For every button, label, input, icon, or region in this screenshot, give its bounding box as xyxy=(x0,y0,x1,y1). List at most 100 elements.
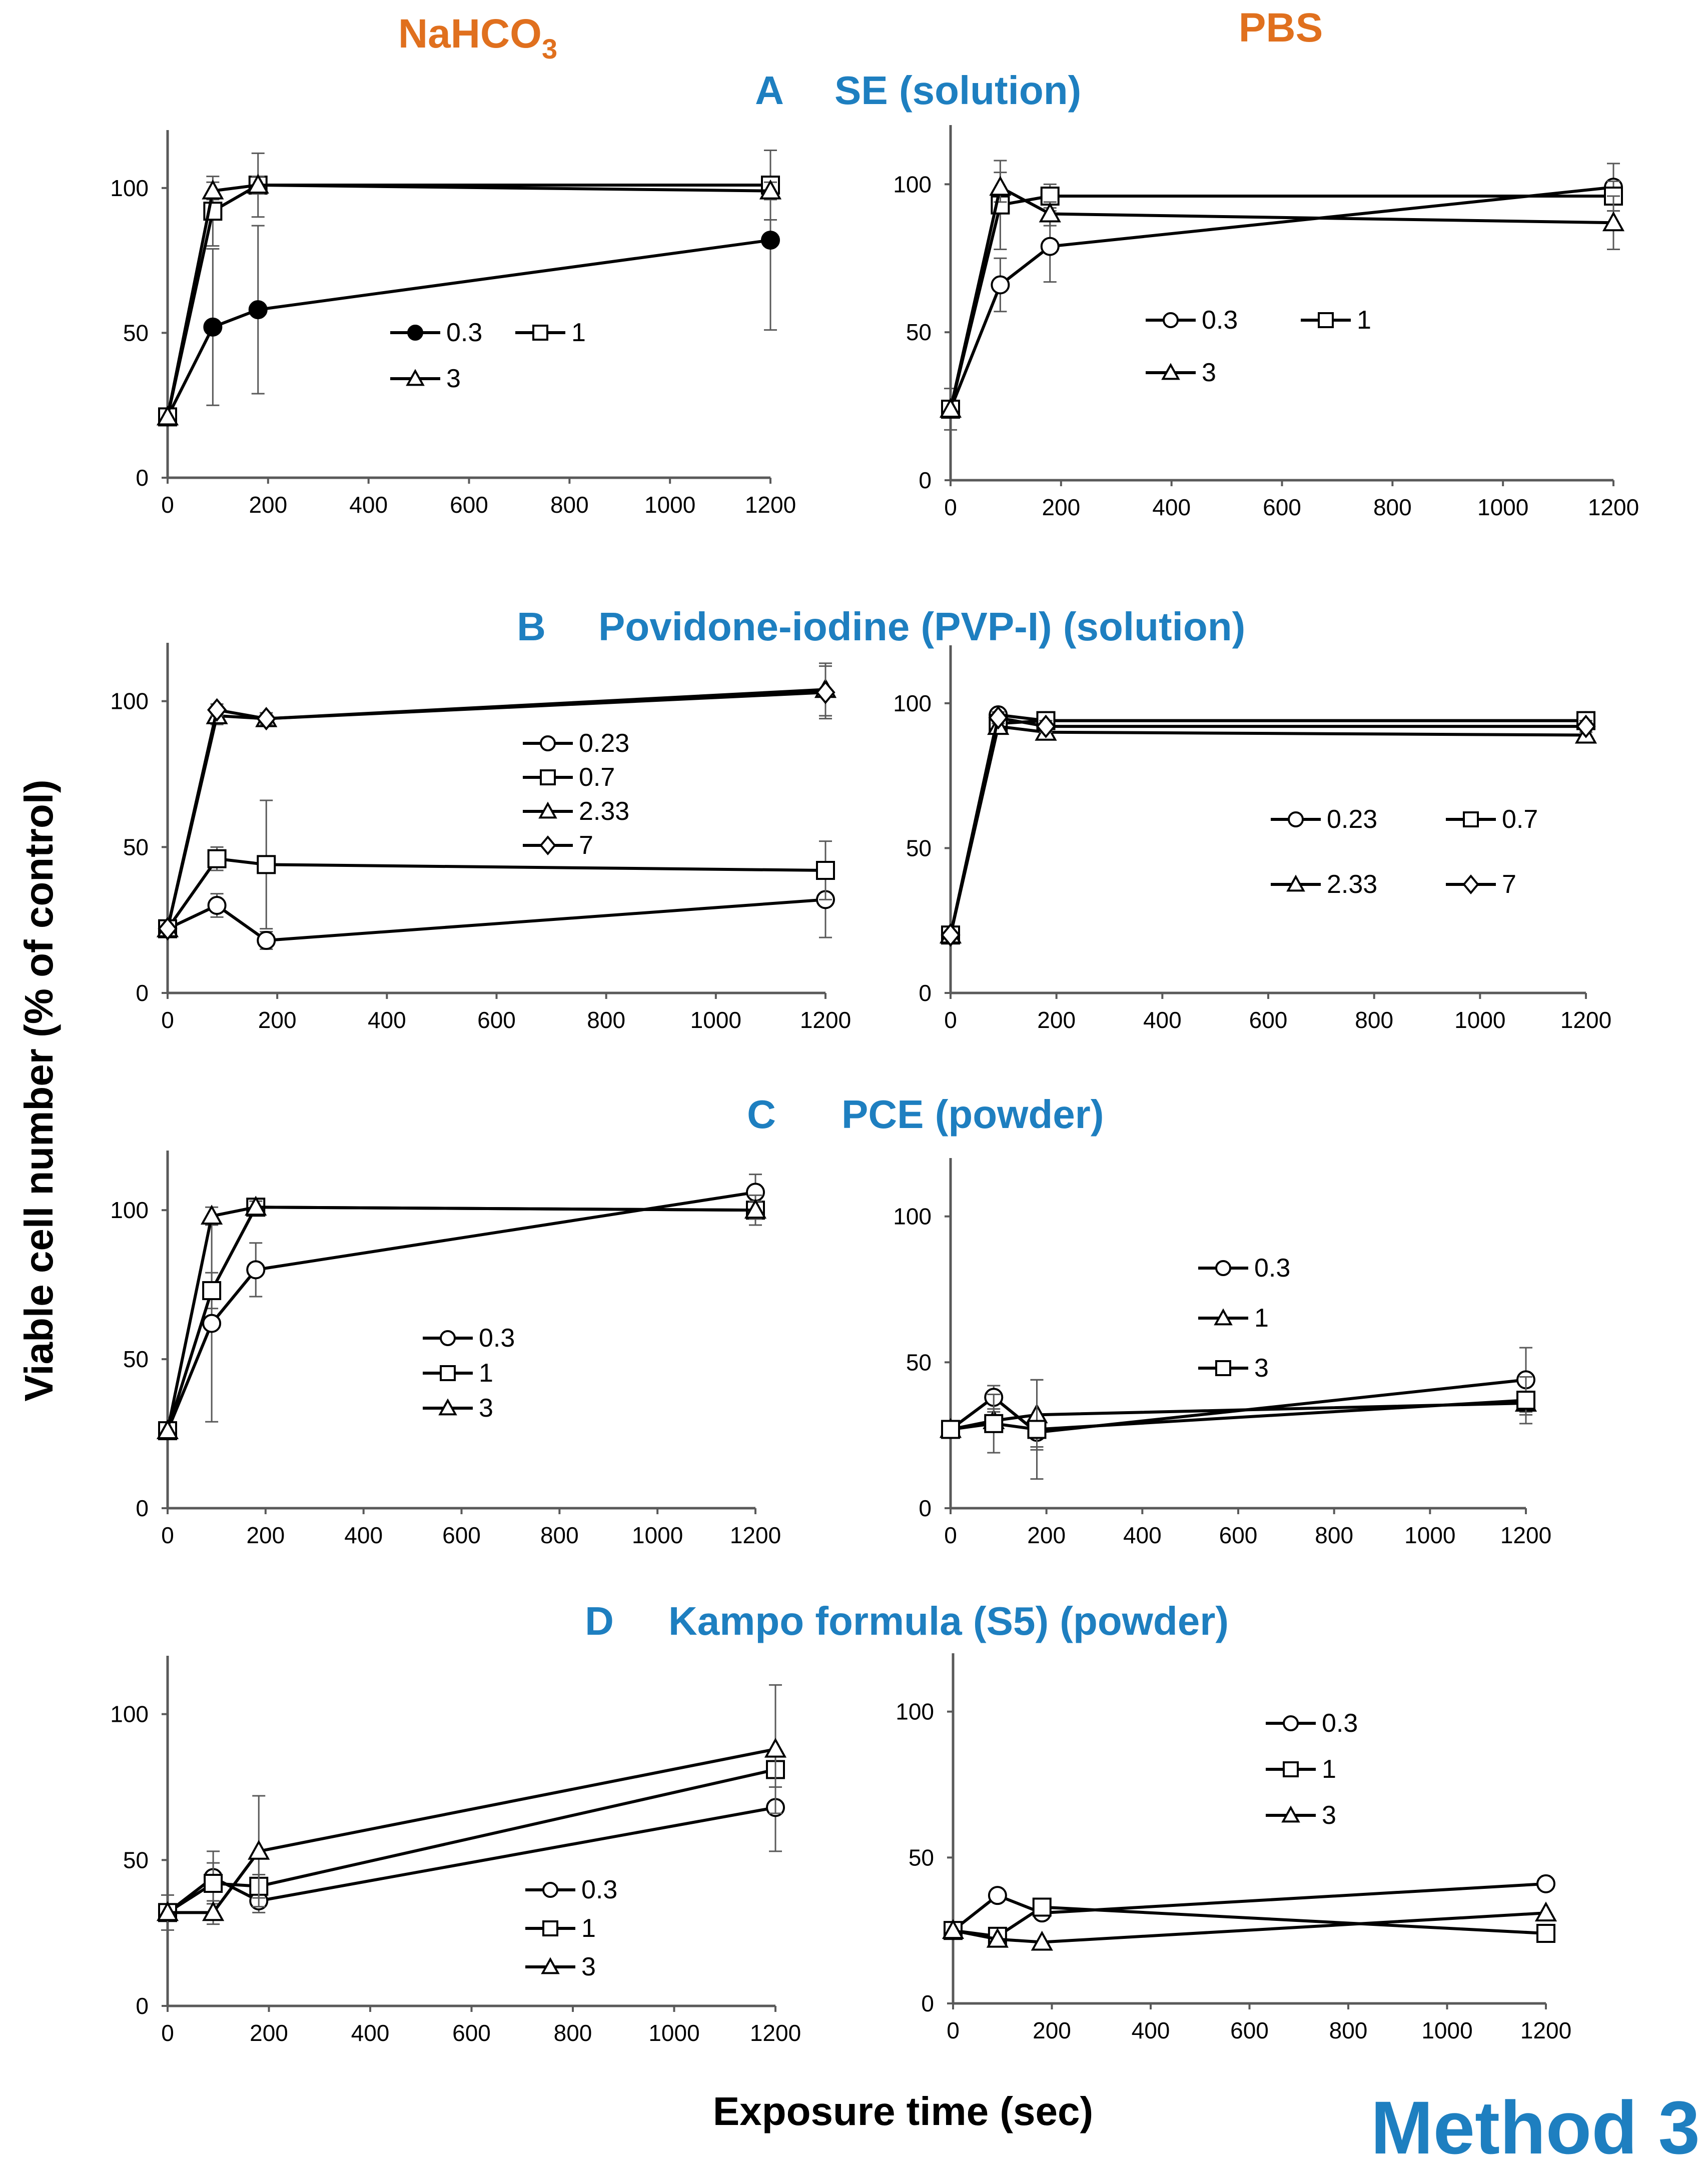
y-tick-label: 100 xyxy=(110,1701,149,1727)
legend-item: 1 xyxy=(515,318,586,347)
x-tick-label: 1200 xyxy=(750,2020,801,2046)
panel-title-a: A SE (solution) xyxy=(755,68,1081,113)
legend-label: 0.7 xyxy=(579,763,615,792)
legend-b-nahco3: 0.23 0.7 2.33 7 xyxy=(523,729,629,860)
legend-item: 0.23 xyxy=(1271,805,1377,834)
series-b-nahco3-0.23 xyxy=(158,861,835,950)
data-point xyxy=(1534,1901,1557,1922)
x-tick-label: 800 xyxy=(1329,2017,1368,2043)
legend-c-nahco3: 0.3 1 3 xyxy=(423,1324,515,1423)
data-point xyxy=(257,855,276,874)
legend-label: 0.7 xyxy=(1502,805,1538,834)
data-point xyxy=(202,1314,222,1333)
panel-letter-a: A xyxy=(755,68,784,113)
series-line xyxy=(949,724,1586,935)
legend-item: 3 xyxy=(1266,1801,1336,1830)
series-c-pbs-3 xyxy=(941,1376,1535,1480)
y-tick-label: 0 xyxy=(136,465,149,491)
x-tick-label: 600 xyxy=(477,1007,516,1033)
y-tick-label: 100 xyxy=(110,175,149,201)
x-tick-label: 1000 xyxy=(1477,494,1528,520)
legend-item: 0.3 xyxy=(1198,1254,1290,1283)
x-tick-label: 1200 xyxy=(1520,2017,1571,2043)
legend-marker xyxy=(539,835,556,855)
data-point xyxy=(991,275,1010,295)
method-label: Method 3 xyxy=(1371,2085,1700,2169)
y-tick-label: 50 xyxy=(123,1346,149,1372)
x-tick-label: 400 xyxy=(344,1522,383,1548)
x-tick-label: 200 xyxy=(1042,494,1080,520)
x-tick-label: 1000 xyxy=(1421,2017,1472,2043)
x-tick-label: 200 xyxy=(250,2020,288,2046)
series-line xyxy=(166,691,826,929)
data-point xyxy=(1516,1391,1535,1410)
x-tick-label: 400 xyxy=(349,492,388,518)
series-line xyxy=(950,1399,1526,1431)
x-tick-label: 800 xyxy=(1315,1522,1353,1548)
legend-item: 0.7 xyxy=(1446,805,1538,834)
data-point xyxy=(1536,1874,1555,1893)
legend-marker xyxy=(1288,811,1304,827)
legend-item: 0.3 xyxy=(1146,306,1238,335)
legend-marker xyxy=(1318,312,1334,328)
legend-marker xyxy=(1283,1715,1299,1731)
series-d-pbs-1 xyxy=(944,1897,1555,1946)
legend-a-pbs: 0.3 1 3 xyxy=(1146,306,1371,387)
series-b-pbs-2.33 xyxy=(939,715,1597,944)
x-tick-label: 400 xyxy=(368,1007,406,1033)
legend-item: 7 xyxy=(523,831,593,860)
y-tick-label: 50 xyxy=(909,1844,934,1870)
legend-label: 1 xyxy=(571,318,586,347)
legend-d-nahco3: 0.3 1 3 xyxy=(525,1875,617,1981)
data-point xyxy=(815,680,835,704)
series-d-nahco3-1 xyxy=(158,1751,785,1922)
data-point xyxy=(941,1420,960,1439)
x-tick-label: 0 xyxy=(947,2017,960,2043)
series-c-nahco3-3 xyxy=(156,1196,767,1440)
data-point xyxy=(248,300,268,320)
legend-marker xyxy=(1215,1260,1231,1276)
legend-label: 1 xyxy=(479,1359,493,1388)
y-tick-label: 50 xyxy=(123,320,149,346)
legend-marker xyxy=(440,1365,456,1381)
series-b-pbs-0.23 xyxy=(941,705,1595,945)
legend-label: 0.3 xyxy=(446,318,482,347)
legend-label: 0.3 xyxy=(1202,306,1238,335)
series-c-nahco3-1 xyxy=(158,1194,765,1441)
data-point xyxy=(202,179,224,200)
data-point xyxy=(984,1414,1004,1433)
data-point xyxy=(939,398,962,418)
legend-c-pbs: 0.3 1 3 xyxy=(1198,1254,1290,1383)
x-tick-label: 1200 xyxy=(800,1007,851,1033)
legend-item: 1 xyxy=(1198,1304,1269,1333)
series-a-pbs-3 xyxy=(939,172,1625,418)
x-tick-label: 400 xyxy=(1152,494,1191,520)
x-tick-label: 0 xyxy=(944,1522,957,1548)
series-line xyxy=(168,1747,776,1914)
legend-label: 0.3 xyxy=(581,1875,617,1904)
x-tick-label: 200 xyxy=(246,1522,285,1548)
x-tick-label: 1000 xyxy=(1404,1522,1455,1548)
header-nahco3: NaHCO3 xyxy=(398,11,557,65)
series-line xyxy=(166,857,826,930)
x-tick-label: 0 xyxy=(944,494,957,520)
legend-item: 1 xyxy=(1266,1755,1336,1784)
y-tick-label: 100 xyxy=(110,688,149,714)
panel-title-b: B Povidone-iodine (PVP-I) (solution) xyxy=(517,604,1245,649)
legend-label: 3 xyxy=(1202,358,1216,387)
y-tick-label: 50 xyxy=(906,319,932,345)
legend-marker xyxy=(541,1957,560,1974)
legend-label: 3 xyxy=(581,1952,596,1981)
data-point xyxy=(1036,714,1056,738)
legend-item: 0.3 xyxy=(525,1875,617,1904)
x-tick-label: 1200 xyxy=(1560,1007,1611,1033)
legend-item: 1 xyxy=(423,1359,493,1388)
x-tick-label: 200 xyxy=(1037,1007,1076,1033)
legend-label: 0.3 xyxy=(1322,1709,1358,1738)
